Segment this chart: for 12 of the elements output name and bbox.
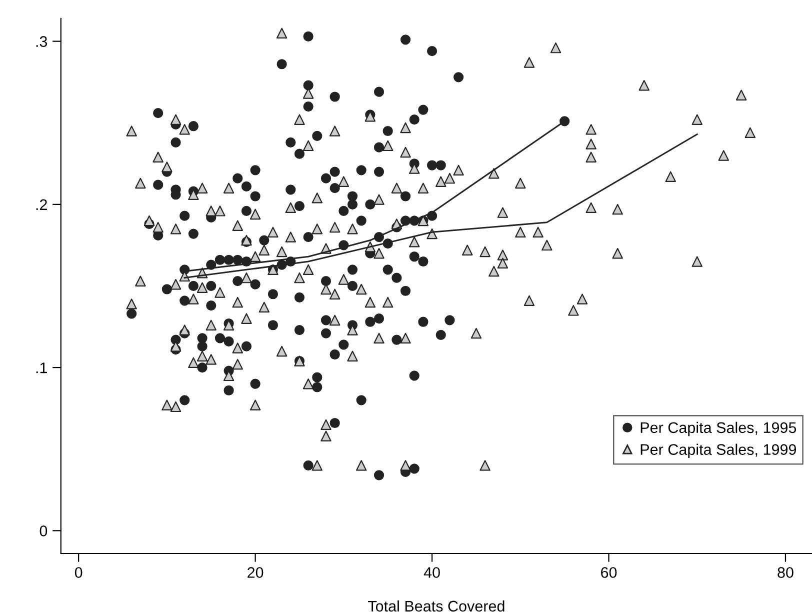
x-tick-label: 40: [424, 567, 440, 578]
x-tick-label: 60: [601, 567, 617, 578]
y-tick-label: .1: [36, 362, 47, 374]
y-tick-label: 0: [40, 526, 48, 536]
x-tick-label: 0: [74, 567, 82, 578]
y-tick-label: .2: [36, 199, 47, 210]
y-tick-label: .3: [36, 36, 48, 47]
x-axis-title: Total Beats Covered: [368, 600, 504, 612]
x-tick-label: 20: [248, 567, 264, 578]
x-tick-label: 80: [778, 567, 794, 578]
legend-label: Per Capita Sales, 1999: [640, 444, 796, 458]
legend-label: Per Capita Sales, 1995: [640, 422, 796, 436]
